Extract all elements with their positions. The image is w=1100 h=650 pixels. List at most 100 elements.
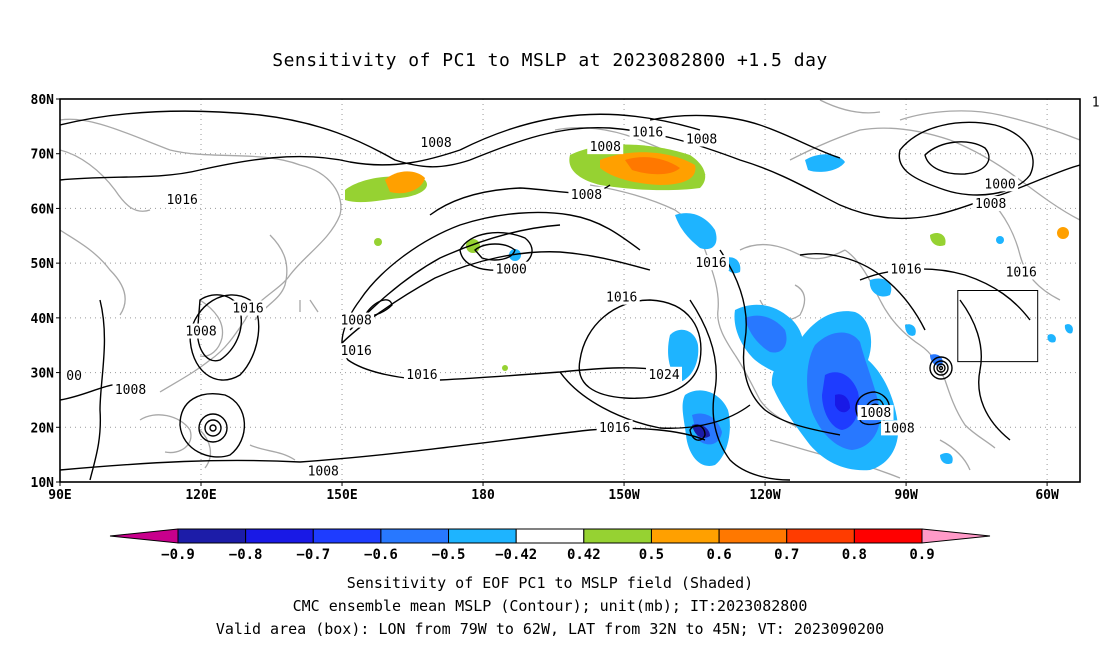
lon-tick-label: 90E [48,488,71,503]
svg-text:1016: 1016 [599,421,630,436]
lat-tick-label: 80N [31,93,55,108]
svg-text:1016: 1016 [606,291,637,306]
svg-text:1008: 1008 [420,136,451,151]
lat-tick-label: 60N [31,202,55,217]
lat-tick-label: 70N [31,148,55,163]
svg-text:1008: 1008 [590,140,621,155]
colorbar-bin [380,528,450,544]
svg-text:1008: 1008 [340,314,371,329]
lon-tick-label: 90W [894,488,918,503]
contour-label: 1016 [1003,264,1040,280]
svg-text:00: 00 [66,369,82,384]
contour-label: 1008 [683,131,720,147]
colorbar-bin [853,528,923,544]
svg-text:1016: 1016 [695,256,726,271]
svg-text:1016: 1016 [406,368,437,383]
svg-text:1016: 1016 [340,344,371,359]
contour-label: 100 [1089,94,1100,110]
contour-label: 1008 [305,463,342,480]
colorbar-low-arrow [109,528,179,544]
svg-text:1008: 1008 [185,325,216,340]
footer-line-1: Sensitivity of EOF PC1 to MSLP field (Sh… [346,574,754,592]
svg-text:1008: 1008 [975,197,1006,212]
lat-tick-label: 40N [31,312,55,327]
contour-label: 1008 [183,323,220,340]
colorbar: −0.9 −0.8 −0.7 −0.6 −0.5 −0.42 0.42 0.5 0.6 0.7 0.… [109,528,991,563]
svg-text:1016: 1016 [1006,265,1037,280]
colorbar-label: 0.6 [706,547,731,563]
colorbar-label: 0.42 [567,547,601,563]
contour-label: 1016 [596,419,633,436]
svg-text:100: 100 [1092,95,1100,110]
colorbar-bin [718,528,788,544]
colorbar-label: −0.9 [161,547,195,563]
colorbar-bin [515,528,585,544]
valid-area-box [957,290,1039,363]
contour-label: 1008 [587,139,624,155]
svg-text:1024: 1024 [648,368,679,383]
colorbar-bin [786,528,855,544]
svg-text:1016: 1016 [232,302,263,317]
lat-tick-label: 50N [31,257,55,272]
colorbar-bin [312,528,382,544]
svg-text:1000: 1000 [984,177,1015,192]
svg-text:1008: 1008 [571,188,602,203]
contour-label: 1008 [112,382,149,398]
contour-label: 1016 [603,289,640,306]
colorbar-label: −0.7 [296,547,330,563]
sensitivity-shading [310,144,1073,473]
lat-tick-label: 30N [31,367,55,382]
contour-label: 1008 [972,196,1009,212]
svg-text:1016: 1016 [167,193,198,208]
colorbar-label: −0.42 [495,547,537,563]
svg-text:1008: 1008 [860,406,891,421]
svg-text:1000: 1000 [496,263,527,278]
contour-label: 1008 [338,312,375,329]
lat-tick-label: 10N [31,476,55,491]
contour-label: 1024 [646,366,683,383]
colorbar-high-arrow [921,528,991,544]
contour-label: 1016 [629,124,666,140]
colorbar-bin [245,528,314,544]
lat-tick-label: 20N [31,421,55,436]
map-title: Sensitivity of PC1 to MSLP at 2023082800… [272,50,828,71]
contour-label: 1008 [568,186,605,203]
colorbar-bin [448,528,517,544]
footer-line-3: Valid area (box): LON from 79W to 62W, L… [215,620,885,638]
contour-label: 1000 [982,176,1019,192]
colorbar-bin [583,528,652,544]
footer-line-2: CMC ensemble mean MSLP (Contour); unit(m… [292,597,808,615]
contour-label: 00 [64,367,85,384]
contour-label: 1016 [888,261,925,278]
colorbar-label: 0.5 [639,547,664,563]
contour-label: 1016 [693,255,730,271]
contour-label: 1016 [164,192,201,208]
svg-text:1008: 1008 [883,421,914,436]
colorbar-label: 0.7 [774,547,799,563]
lon-tick-label: 60W [1035,488,1059,503]
contour-label: 1008 [857,405,894,421]
svg-text:1008: 1008 [686,132,717,147]
lon-tick-label: 150E [326,488,357,503]
colorbar-label: −0.8 [229,547,263,563]
svg-text:1016: 1016 [632,125,663,140]
lon-tick-label: 120W [749,488,780,503]
lon-tick-label: 120E [185,488,216,503]
svg-text:1016: 1016 [890,263,921,278]
contour-label: 1008 [881,420,918,436]
lon-tick-label: 180 [471,488,495,503]
mslp-contours [60,110,1080,481]
contour-label: 1008 [418,134,455,151]
contour-label: 1000 [493,261,530,278]
svg-text:1008: 1008 [308,465,339,480]
colorbar-bin [177,528,247,544]
svg-text:1008: 1008 [115,383,146,398]
contour-label: 1016 [338,343,375,359]
colorbar-label: −0.5 [432,547,466,563]
contour-label: 1016 [230,300,267,317]
colorbar-label: 0.8 [842,547,867,563]
colorbar-label: −0.6 [364,547,398,563]
map-frame [59,98,1081,483]
contour-label: 1016 [403,366,440,383]
